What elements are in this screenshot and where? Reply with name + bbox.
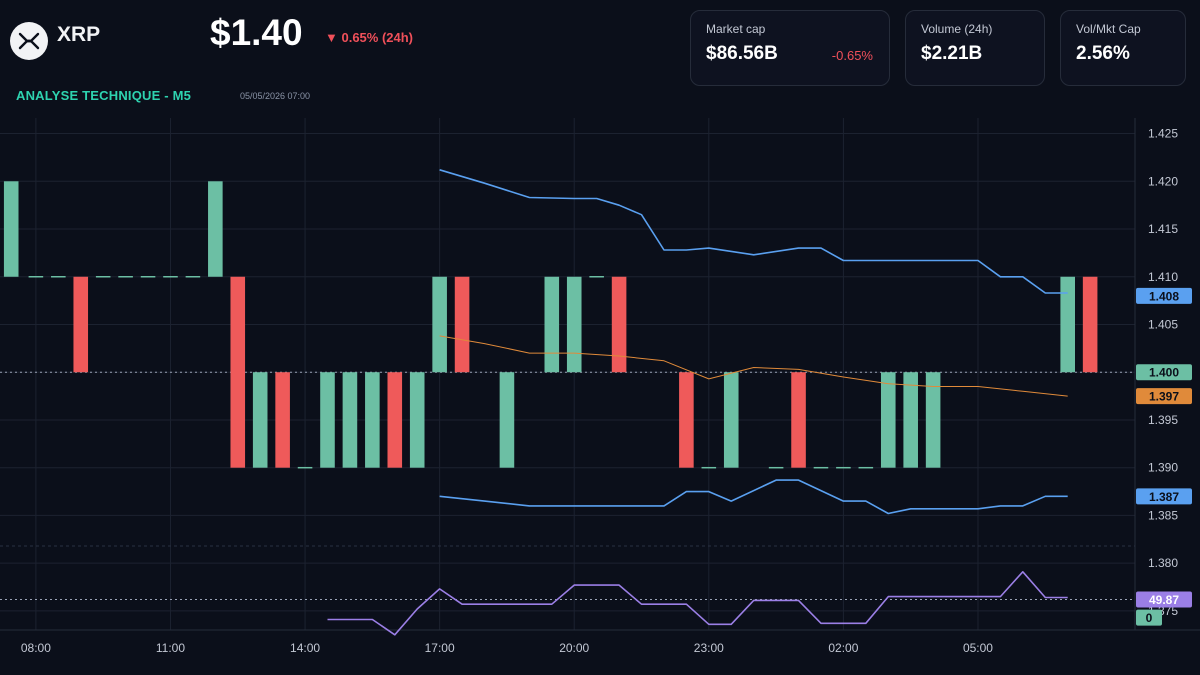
- candle-up: [208, 181, 223, 277]
- rsi-tag-bg: [1136, 591, 1192, 608]
- price-tag: 1.408: [1149, 289, 1179, 303]
- x-tick-label: 02:00: [828, 641, 858, 655]
- y-tick-label: 1.395: [1148, 413, 1178, 427]
- price-tag-bg: [1136, 364, 1192, 381]
- price-tag-bg: [1136, 287, 1192, 304]
- xrp-logo-icon: [10, 22, 48, 60]
- candle-down: [791, 372, 806, 468]
- header: XRP $1.40 ▼ 0.65% (24h) ANALYSE TECHNIQU…: [0, 0, 1200, 120]
- price-tag-bg: [1136, 488, 1192, 505]
- rsi-zero-tag-bg: [1136, 609, 1162, 626]
- x-tick-label: 05:00: [963, 641, 993, 655]
- indicators: [327, 169, 1068, 636]
- market-cap-card: Market cap $86.56B -0.65%: [690, 10, 890, 86]
- candle-down: [679, 372, 694, 468]
- candle-up: [880, 372, 896, 468]
- rsi-tag: 49.87: [1149, 593, 1179, 607]
- price-chart[interactable]: 1.425 1.420 1.415 1.410 1.405 1.400 1.395 1.390…: [0, 118, 1200, 675]
- candle-up: [1060, 276, 1075, 373]
- candle-up: [409, 372, 425, 468]
- market-cap-value: $86.56B: [706, 43, 778, 64]
- chart-grid: [0, 118, 1200, 631]
- candle-down: [387, 372, 403, 468]
- y-tick-label: 1.410: [1148, 270, 1178, 284]
- price-tag: 1.387: [1149, 490, 1179, 504]
- candle-up: [432, 276, 447, 373]
- y-tick-label: 1.385: [1148, 508, 1178, 522]
- x-tick-label: 08:00: [21, 641, 51, 655]
- candle-up: [3, 181, 19, 277]
- section-title: ANALYSE TECHNIQUE - M5: [16, 88, 192, 103]
- candle-down: [454, 276, 470, 373]
- candle-up: [566, 276, 582, 373]
- volume-label: Volume (24h): [921, 22, 993, 36]
- candle-down: [275, 372, 290, 468]
- chart-svg[interactable]: 1.425 1.420 1.415 1.410 1.405 1.400 1.395 1.390…: [0, 118, 1200, 675]
- rsi-zero-tag: 0: [1146, 611, 1153, 625]
- x-axis: 08:00 11:00 14:00 17:00 20:00 23:00 02:00 05:00: [21, 641, 993, 655]
- candle-down: [611, 276, 627, 373]
- ticker-symbol: XRP: [57, 23, 101, 46]
- candle-down: [230, 276, 246, 468]
- candles: [3, 181, 1098, 469]
- bollinger-lower-line: [439, 479, 1068, 515]
- rsi-line: [327, 570, 1068, 636]
- candle-up: [365, 372, 380, 468]
- x-tick-label: 11:00: [156, 641, 185, 655]
- x-tick-label: 17:00: [425, 641, 455, 655]
- candle-up: [903, 372, 918, 468]
- candle-up: [544, 276, 560, 373]
- price-change: ▼ 0.65% (24h): [325, 30, 414, 45]
- price-tag: 1.397: [1149, 390, 1179, 404]
- y-tick-label: 1.420: [1148, 174, 1178, 188]
- y-tick-label: 1.405: [1148, 317, 1178, 331]
- price-tag-bg: [1136, 388, 1192, 405]
- bollinger-mid-line: [439, 335, 1068, 397]
- timestamp: 05/05/2026 07:00: [240, 91, 311, 101]
- market-cap-label: Market cap: [706, 22, 766, 36]
- candle-up: [925, 372, 941, 468]
- y-tick-label: 1.380: [1148, 556, 1178, 570]
- candle-up: [320, 372, 335, 468]
- y-tick-label: 1.425: [1148, 127, 1178, 141]
- vol-mkt-cap-label: Vol/Mkt Cap: [1076, 22, 1141, 36]
- xrp-logo-glyph: [18, 32, 40, 50]
- candle-down: [73, 276, 89, 373]
- y-tick-label: 1.415: [1148, 222, 1178, 236]
- current-price: $1.40: [210, 12, 303, 53]
- candle-up: [342, 372, 358, 468]
- x-tick-label: 23:00: [694, 641, 724, 655]
- volume-card: Volume (24h) $2.21B: [905, 10, 1045, 86]
- market-cap-delta: -0.65%: [831, 48, 873, 63]
- y-tick-label: 1.390: [1148, 461, 1178, 475]
- volume-value: $2.21B: [921, 43, 983, 64]
- candle-up: [252, 372, 268, 468]
- price-tag: 1.400: [1149, 366, 1179, 380]
- x-tick-label: 14:00: [290, 641, 320, 655]
- price-tags: 1.408 1.400 1.397 1.387 49.87 0: [1136, 287, 1192, 626]
- vol-mkt-cap-value: 2.56%: [1076, 43, 1130, 64]
- bollinger-upper-line: [439, 169, 1068, 294]
- x-tick-label: 20:00: [559, 641, 589, 655]
- candle-down: [1082, 276, 1098, 373]
- candle-up: [723, 372, 739, 468]
- vol-mkt-cap-card: Vol/Mkt Cap 2.56%: [1060, 10, 1186, 86]
- candle-up: [499, 372, 515, 468]
